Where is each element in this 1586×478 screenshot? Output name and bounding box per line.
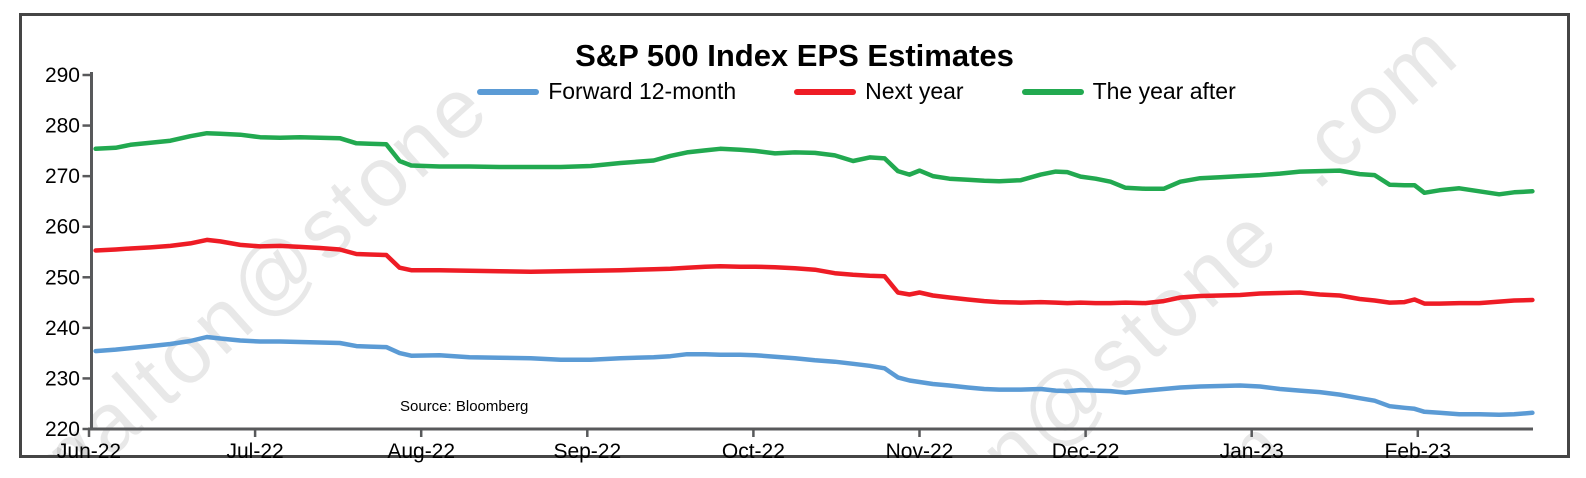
x-tick-label: Jun-22 (57, 440, 121, 463)
y-tick-label: 220 (45, 418, 80, 441)
legend-item-the-year-after: The year after (1021, 78, 1236, 105)
legend-item-next-year: Next year (794, 78, 964, 105)
y-tick-label: 280 (45, 115, 80, 138)
legend-label: Next year (865, 78, 964, 104)
legend-label: The year after (1092, 78, 1236, 104)
y-tick-label: 260 (45, 216, 80, 239)
x-tick-label: Oct-22 (722, 440, 785, 463)
source-note: Source: Bloomberg (400, 398, 529, 415)
legend-label: Forward 12-month (548, 78, 737, 104)
x-tick-label: Dec-22 (1052, 440, 1120, 463)
y-tick-label: 290 (45, 64, 80, 87)
y-tick-label: 240 (45, 317, 80, 340)
x-tick-label: Jan-23 (1220, 440, 1284, 463)
y-tick-label: 250 (45, 266, 80, 289)
chart-title: S&P 500 Index EPS Estimates (575, 38, 1014, 73)
legend: Forward 12-month Next year The year afte… (84, 78, 1567, 105)
legend-swatch-red (794, 88, 857, 95)
chart-frame: paul.walton@stone paul.walton@stone .com… (19, 13, 1570, 458)
x-tick-label: Sep-22 (553, 440, 621, 463)
series-line-the-year-after (93, 130, 1535, 197)
series-line-next-year (93, 237, 1535, 306)
x-tick-label: Jul-22 (226, 440, 283, 463)
series-line-forward-12-month (93, 334, 1535, 418)
x-tick-label: Nov-22 (886, 440, 954, 463)
y-tick-label: 270 (45, 165, 80, 188)
x-tick-label: Feb-23 (1385, 440, 1452, 463)
y-tick-label: 230 (45, 367, 80, 390)
legend-item-forward-12-month: Forward 12-month (477, 78, 736, 105)
x-tick-label: Aug-22 (387, 440, 455, 463)
legend-swatch-green (1021, 88, 1084, 95)
legend-swatch-blue (477, 88, 540, 95)
